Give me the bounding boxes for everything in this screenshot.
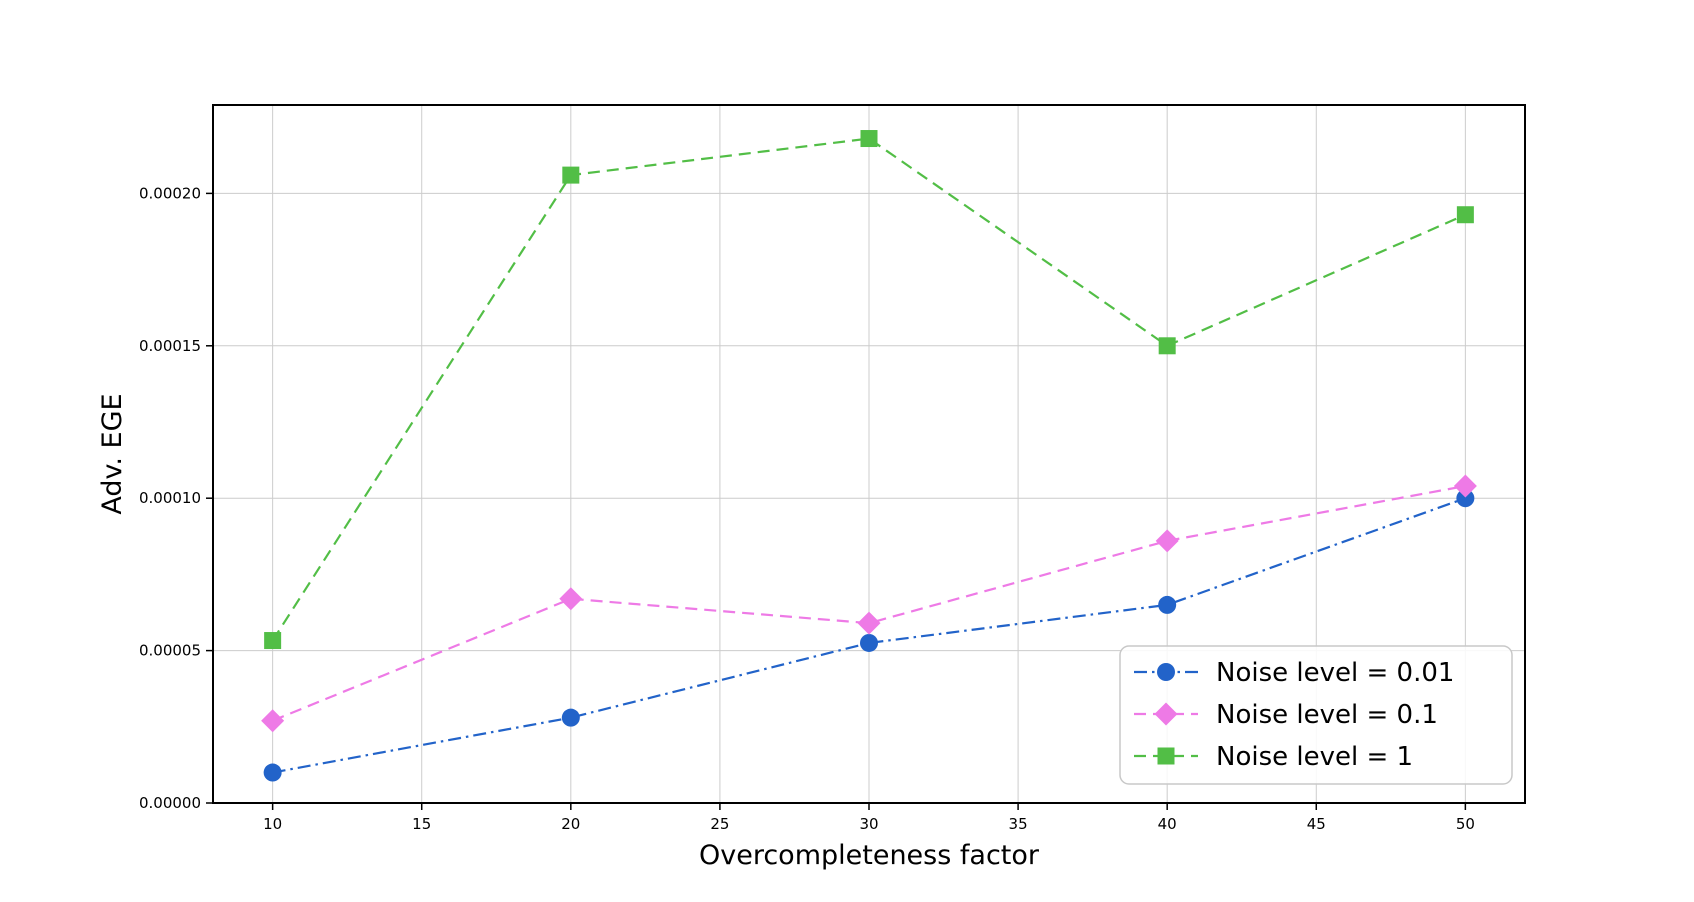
x-axis-label: Overcompleteness factor	[699, 840, 1040, 871]
diamond-marker	[1155, 529, 1179, 553]
square-marker	[1158, 337, 1176, 355]
y-tick-label: 0.00010	[139, 489, 201, 507]
square-marker	[1456, 206, 1474, 224]
x-tick-label: 50	[1456, 815, 1475, 833]
series-layer	[261, 130, 1477, 782]
y-axis-label: Adv. EGE	[97, 393, 128, 514]
legend: Noise level = 0.01 Noise level = 0.1 Noi…	[1119, 645, 1513, 785]
diamond-marker	[559, 587, 583, 611]
series-noise-level-1	[264, 130, 1474, 650]
square-marker	[860, 130, 878, 148]
circle-marker	[1158, 595, 1177, 614]
legend-label-noise-001: Noise level = 0.01	[1216, 658, 1454, 688]
diamond-marker	[261, 709, 285, 733]
x-tick-label: 45	[1307, 815, 1326, 833]
circle-marker	[263, 763, 282, 782]
diamond-marker	[1154, 702, 1178, 726]
series-noise-level-0-1	[261, 474, 1477, 733]
x-tick-label: 30	[859, 815, 878, 833]
circle-marker	[1456, 489, 1475, 508]
x-tick-label: 20	[561, 815, 580, 833]
square-marker	[264, 632, 282, 650]
x-tick-label: 35	[1009, 815, 1028, 833]
circle-marker	[860, 633, 878, 652]
square-marker	[562, 166, 580, 184]
series-noise-level-0-01	[263, 489, 1475, 782]
series-line	[271, 137, 1466, 642]
x-tick-label: 10	[263, 815, 282, 833]
y-tick-label: 0.00020	[139, 184, 201, 202]
y-tick-label: 0.00005	[139, 642, 201, 660]
legend-label-noise-01: Noise level = 0.1	[1216, 700, 1438, 730]
x-tick-label: 15	[412, 815, 431, 833]
x-tick-label: 25	[710, 815, 729, 833]
legend-samples	[1134, 663, 1198, 765]
tick-layer: 10 15 20 25 30 35 40 45 50 0.00000 0.00005 0.00010 0…	[139, 184, 1475, 833]
series-line	[272, 484, 1466, 722]
circle-marker	[1157, 663, 1175, 681]
legend-label-noise-1: Noise level = 1	[1216, 742, 1413, 772]
circle-marker	[561, 708, 580, 727]
diamond-marker	[857, 611, 881, 635]
y-tick-label: 0.00015	[139, 337, 201, 355]
x-tick-label: 40	[1158, 815, 1177, 833]
legend-box	[1119, 645, 1513, 785]
y-tick-label: 0.00000	[139, 794, 201, 812]
diamond-marker	[1453, 474, 1477, 498]
square-marker	[1157, 747, 1175, 765]
